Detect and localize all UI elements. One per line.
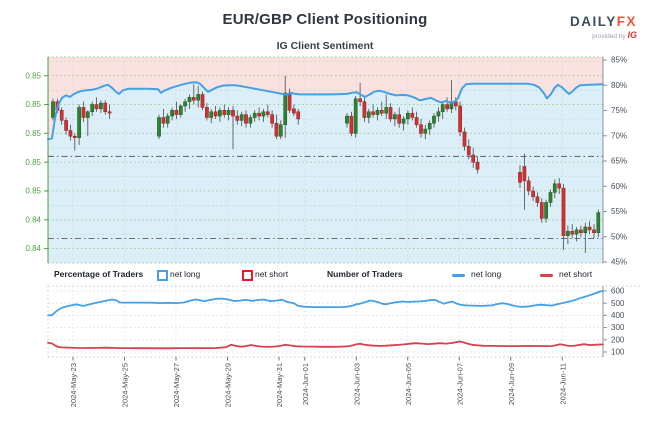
svg-text:2024-Jun-11: 2024-Jun-11 <box>558 363 567 405</box>
svg-text:2024-Jun-03: 2024-Jun-03 <box>352 363 361 405</box>
svg-text:2024-May-27: 2024-May-27 <box>172 363 181 407</box>
legend-num-net-long: net long <box>471 269 502 279</box>
net-long-pct-swatch <box>157 269 168 281</box>
svg-text:2024-May-29: 2024-May-29 <box>224 363 233 407</box>
svg-text:2024-Jun-09: 2024-Jun-09 <box>507 363 516 405</box>
legend-number-of-traders: Number of Traders <box>327 269 403 279</box>
svg-text:500: 500 <box>611 299 625 308</box>
svg-text:70%: 70% <box>611 131 627 140</box>
svg-text:2024-Jun-01: 2024-Jun-01 <box>301 363 310 405</box>
svg-text:50%: 50% <box>611 232 627 241</box>
svg-text:2024-May-23: 2024-May-23 <box>69 363 78 407</box>
chart-legend: Percentage of Traders net long net short… <box>48 267 644 283</box>
svg-text:80%: 80% <box>611 81 627 90</box>
svg-text:0.85: 0.85 <box>25 100 41 109</box>
svg-text:2024-May-25: 2024-May-25 <box>121 363 130 407</box>
page-title: EUR/GBP Client Positioning <box>222 11 428 28</box>
svg-text:0.85: 0.85 <box>25 129 41 138</box>
legend-percentage-of-traders: Percentage of Traders <box>54 269 144 279</box>
svg-text:60%: 60% <box>611 182 627 191</box>
svg-text:65%: 65% <box>611 157 627 166</box>
dailyfx-logo-text: DAILYFX <box>569 14 637 29</box>
legend-num-net-short: net short <box>559 269 593 279</box>
svg-text:0.84: 0.84 <box>25 244 41 253</box>
svg-text:0.84: 0.84 <box>25 215 41 224</box>
svg-text:0.85: 0.85 <box>25 158 41 167</box>
svg-text:100: 100 <box>611 348 625 357</box>
ig-logo: IG <box>627 29 637 40</box>
net-short-pct-swatch <box>242 269 253 281</box>
chart-subtitle: IG Client Sentiment <box>276 40 374 52</box>
svg-text:85%: 85% <box>611 56 627 65</box>
svg-text:0.85: 0.85 <box>25 187 41 196</box>
svg-text:400: 400 <box>611 311 625 320</box>
svg-text:75%: 75% <box>611 106 627 115</box>
svg-text:55%: 55% <box>611 207 627 216</box>
dailyfx-logo: DAILYFX provided by IG <box>570 15 637 40</box>
legend-pct-net-long: net long <box>170 269 201 279</box>
svg-text:200: 200 <box>611 335 625 344</box>
svg-text:2024-Jun-07: 2024-Jun-07 <box>455 363 464 405</box>
svg-text:2024-Jun-05: 2024-Jun-05 <box>404 363 413 405</box>
net-short-count-swatch <box>540 273 553 277</box>
net-long-count-swatch <box>452 273 465 277</box>
svg-text:0.85: 0.85 <box>25 71 41 80</box>
legend-pct-net-short: net short <box>255 269 289 279</box>
svg-text:300: 300 <box>611 323 625 332</box>
svg-text:600: 600 <box>611 287 625 296</box>
svg-text:45%: 45% <box>611 258 627 267</box>
provided-by-ig: provided by IG <box>592 29 637 40</box>
svg-text:2024-May-31: 2024-May-31 <box>275 363 284 407</box>
